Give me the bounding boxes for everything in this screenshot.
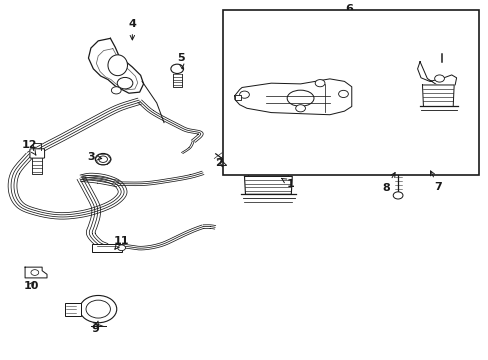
Bar xyxy=(234,95,240,100)
Bar xyxy=(222,10,478,175)
Circle shape xyxy=(31,270,39,275)
Text: 5: 5 xyxy=(177,53,184,69)
Text: 9: 9 xyxy=(92,321,100,334)
Circle shape xyxy=(220,157,235,168)
Circle shape xyxy=(99,156,107,162)
Circle shape xyxy=(118,245,125,251)
Text: 12: 12 xyxy=(21,140,37,155)
Polygon shape xyxy=(25,267,47,278)
Circle shape xyxy=(338,90,347,98)
Circle shape xyxy=(111,87,121,94)
Circle shape xyxy=(95,153,111,165)
Circle shape xyxy=(434,75,444,82)
Text: 1: 1 xyxy=(281,178,294,189)
Circle shape xyxy=(86,300,110,318)
Circle shape xyxy=(295,105,305,112)
Text: 4: 4 xyxy=(128,19,136,40)
Circle shape xyxy=(315,80,325,87)
Circle shape xyxy=(239,91,249,98)
Polygon shape xyxy=(248,159,288,176)
Polygon shape xyxy=(422,85,453,107)
Text: 7: 7 xyxy=(429,171,442,192)
Circle shape xyxy=(117,77,133,89)
Circle shape xyxy=(224,160,231,165)
Bar xyxy=(92,244,122,252)
Ellipse shape xyxy=(108,55,127,76)
Circle shape xyxy=(423,162,433,170)
Polygon shape xyxy=(234,79,351,115)
Circle shape xyxy=(392,192,402,199)
Text: 3: 3 xyxy=(87,152,102,162)
Polygon shape xyxy=(88,39,143,93)
Text: 8: 8 xyxy=(381,172,394,193)
Bar xyxy=(65,303,81,316)
Ellipse shape xyxy=(286,90,313,106)
Text: 10: 10 xyxy=(23,281,39,291)
Polygon shape xyxy=(417,62,456,87)
FancyBboxPatch shape xyxy=(30,149,44,158)
Circle shape xyxy=(80,296,117,323)
Text: 11: 11 xyxy=(114,236,129,249)
Text: 2: 2 xyxy=(215,158,226,168)
Circle shape xyxy=(170,64,183,73)
Text: 6: 6 xyxy=(345,4,352,14)
Polygon shape xyxy=(244,176,292,194)
